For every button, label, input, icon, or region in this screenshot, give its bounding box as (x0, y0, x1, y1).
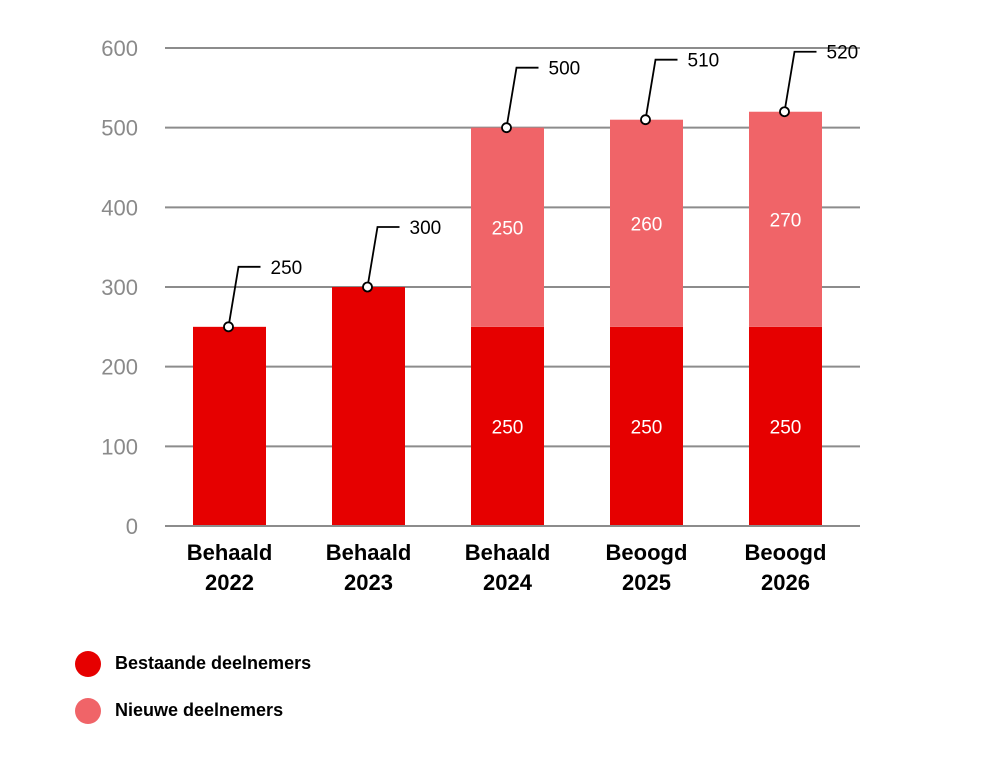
legend: Bestaande deelnemers Nieuwe deelnemers (75, 640, 311, 734)
legend-label: Nieuwe deelnemers (115, 700, 284, 720)
total-annotations: 250 300 500 510 520 (223, 43, 859, 333)
bar-segment (193, 326, 266, 526)
x-tick-label: 2024 (483, 570, 533, 595)
x-tick-label: 2022 (205, 570, 254, 595)
bars: 250 250 250 260 250 270 (193, 111, 822, 526)
x-axis: Behaald 2022 Behaald 2023 Behaald 2024 Beoogd 2… (165, 525, 860, 595)
segment-value-label: 250 (492, 417, 524, 438)
callout-point (501, 122, 512, 134)
callout-line (783, 50, 817, 112)
x-tick-label: 2025 (622, 570, 671, 595)
legend-item-bestaande: Bestaande deelnemers (75, 640, 311, 687)
y-tick-label: 600 (101, 36, 138, 61)
y-tick-label: 500 (101, 116, 138, 141)
x-tick-label: Behaald (187, 540, 273, 565)
callout-point (223, 321, 234, 333)
total-value-label: 500 (549, 59, 581, 80)
y-tick-label: 100 (101, 434, 138, 459)
callout-line (505, 66, 539, 128)
legend-label: Bestaande deelnemers (115, 653, 312, 673)
callout-point (362, 281, 373, 293)
total-value-label: 250 (271, 258, 303, 279)
bar-segment (610, 326, 683, 526)
bar-segment (332, 287, 405, 526)
x-tick-label: 2023 (344, 570, 393, 595)
legend-swatch-bestaande (75, 650, 101, 677)
segment-value-label: 250 (631, 417, 663, 438)
x-tick-label: Behaald (465, 540, 551, 565)
legend-item-nieuwe: Nieuwe deelnemers (75, 687, 311, 734)
bar-segment (749, 326, 822, 526)
x-tick-label: Behaald (326, 540, 412, 565)
y-tick-label: 300 (101, 275, 138, 300)
bar-segment (749, 111, 822, 327)
legend-swatch-nieuwe (75, 697, 101, 724)
x-tick-label: 2026 (761, 570, 810, 595)
x-tick-label: Beoogd (606, 540, 688, 565)
segment-value-label: 250 (770, 417, 802, 438)
y-tick-label: 400 (101, 195, 138, 220)
callout-point (779, 106, 790, 118)
stacked-bar-chart: 0 100 200 300 400 500 600 250 250 250 260 250 270 B… (101, 36, 860, 595)
segment-value-label: 250 (492, 218, 524, 239)
bar-segment (610, 119, 683, 327)
y-axis-ticks: 0 100 200 300 400 500 600 (101, 36, 138, 539)
bar-segment (471, 326, 544, 526)
callout-line (366, 226, 400, 288)
bar-segment (471, 127, 544, 327)
callout-line (644, 58, 678, 120)
segment-value-label: 260 (631, 214, 663, 235)
callout-line (227, 265, 261, 327)
y-tick-label: 200 (101, 355, 138, 380)
segment-value-label: 270 (770, 210, 802, 231)
total-value-label: 510 (688, 51, 720, 72)
total-value-label: 520 (827, 43, 859, 64)
total-value-label: 300 (410, 218, 442, 239)
y-tick-label: 0 (126, 514, 138, 539)
x-tick-label: Beoogd (745, 540, 827, 565)
callout-point (640, 114, 651, 126)
